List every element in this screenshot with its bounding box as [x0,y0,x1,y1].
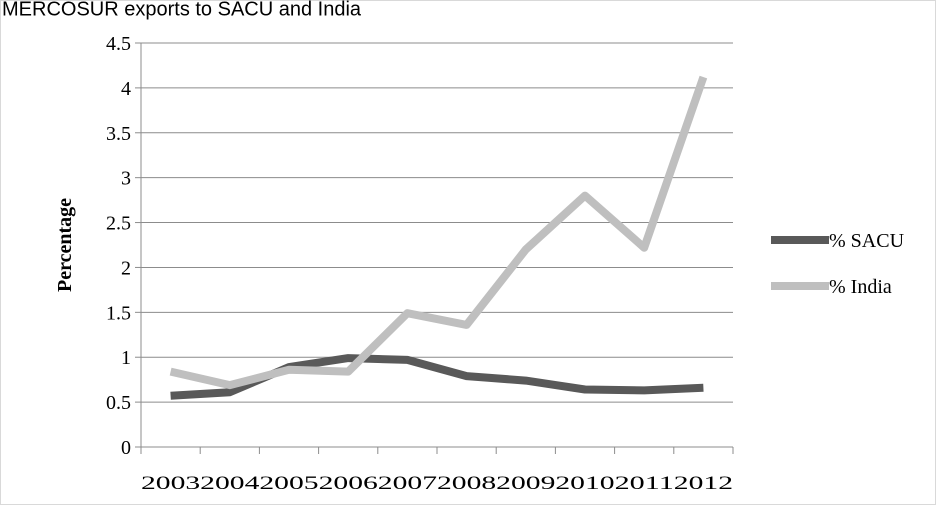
series-line-india [169,75,708,390]
y-tick-label: 1.5 [106,302,131,324]
series-lines [169,75,708,400]
chart-title: MERCOSUR exports to SACU and India [2,0,362,21]
x-tick-labels: 2003 2004 2005 2006 2007 2008 2009 2010 2011 2012 [141,473,733,494]
y-tick-label: 1 [121,347,131,369]
x-tick-label: 2007 [378,473,437,494]
x-tick-label: 2010 [555,473,614,494]
legend-label: % India [829,276,892,298]
legend: % SACU % India [771,230,905,298]
y-tick-label: 4.5 [106,33,131,55]
y-tick-label: 0.5 [106,392,131,414]
x-tick-label: 2012 [674,473,733,494]
y-axis-label: Percentage [54,198,76,292]
gridlines [141,42,733,403]
y-tick-label: 3 [121,168,131,190]
y-tick-label: 3.5 [106,123,131,145]
axes [135,42,734,454]
x-tick-label: 2003 [141,473,200,494]
x-tick-label: 2006 [319,473,378,494]
y-tick-label: 2.5 [106,213,131,235]
x-tick-label: 2008 [437,473,496,494]
y-tick-label: 2 [121,257,131,279]
x-tick-label: 2005 [259,473,318,494]
x-tick-label: 2004 [200,473,260,494]
legend-label: % SACU [829,230,905,252]
x-tick-label: 2009 [496,473,555,494]
x-tick-label: 2011 [615,473,674,494]
y-tick-label: 4 [121,78,131,100]
y-tick-label: 0 [121,437,131,459]
y-tick-labels: 0 0.5 1 1.5 2 2.5 3 3.5 4 4.5 [106,33,131,459]
